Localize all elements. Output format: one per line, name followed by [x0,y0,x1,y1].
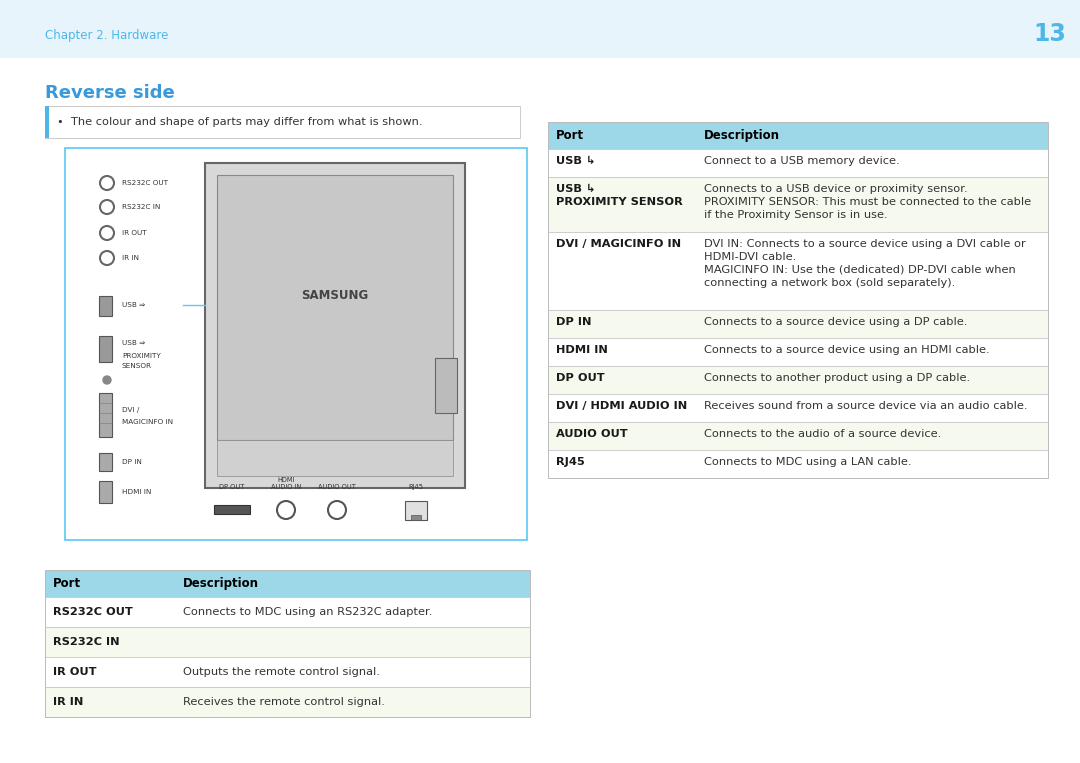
Bar [99,481,112,503]
Text: IR OUT: IR OUT [53,667,96,677]
Text: USB ⇒: USB ⇒ [122,340,145,346]
Text: DVI IN: Connects to a source device using a DVI cable or: DVI IN: Connects to a source device usin… [704,239,1026,249]
Bar [45,687,530,717]
Bar [99,336,112,362]
Bar [0,0,1080,58]
Text: Description: Description [183,577,259,590]
Text: •  The colour and shape of parts may differ from what is shown.: • The colour and shape of parts may diff… [57,117,422,127]
Bar [99,453,112,471]
Text: AUDIO OUT: AUDIO OUT [556,429,627,439]
Text: Receives the remote control signal.: Receives the remote control signal. [183,697,384,707]
Text: Connects to a source device using a DP cable.: Connects to a source device using a DP c… [704,317,968,327]
Bar [548,394,1048,422]
Text: PROXIMITY: PROXIMITY [122,353,161,359]
Text: Connects to a source device using an HDMI cable.: Connects to a source device using an HDM… [704,345,989,355]
Bar [45,570,530,717]
Bar [45,106,49,138]
Text: HDMI-DVI cable.: HDMI-DVI cable. [704,252,796,262]
Text: MAGICINFO IN: Use the (dedicated) DP-DVI cable when: MAGICINFO IN: Use the (dedicated) DP-DVI… [704,265,1016,275]
Text: Connects to MDC using a LAN cable.: Connects to MDC using a LAN cable. [704,457,912,467]
Text: HDMI IN: HDMI IN [556,345,608,355]
Bar [548,310,1048,338]
Text: USB ↳: USB ↳ [556,184,595,194]
Text: Connects to the audio of a source device.: Connects to the audio of a source device… [704,429,942,439]
Bar [45,597,530,627]
Bar [214,505,249,514]
Text: Port: Port [556,129,584,142]
Text: MAGICINFO IN: MAGICINFO IN [122,419,173,425]
Bar [548,232,1048,310]
Text: Outputs the remote control signal.: Outputs the remote control signal. [183,667,380,677]
Text: Description: Description [704,129,780,142]
Bar [99,393,112,437]
Text: DVI / MAGICINFO IN: DVI / MAGICINFO IN [556,239,681,249]
Bar [411,515,421,520]
Text: HDMI IN: HDMI IN [122,489,151,495]
Text: Connects to a USB device or proximity sensor.: Connects to a USB device or proximity se… [704,184,968,194]
Bar [548,450,1048,478]
Text: Reverse side: Reverse side [45,84,175,102]
Bar [205,163,465,488]
Text: Chapter 2. Hardware: Chapter 2. Hardware [45,30,168,43]
Text: connecting a network box (sold separately).: connecting a network box (sold separatel… [704,278,955,288]
Text: RS232C OUT: RS232C OUT [53,607,133,617]
Text: RS232C IN: RS232C IN [53,637,120,647]
Bar [435,358,457,413]
Text: DVI / HDMI AUDIO IN: DVI / HDMI AUDIO IN [556,401,687,411]
Text: USB ⇒: USB ⇒ [122,302,145,308]
Bar [45,570,530,597]
Bar [548,122,1048,149]
Bar [548,366,1048,394]
Text: Connect to a USB memory device.: Connect to a USB memory device. [704,156,900,166]
Bar [548,422,1048,450]
Bar [405,501,427,520]
Text: IR IN: IR IN [122,255,139,261]
Bar [548,149,1048,177]
Text: Connects to another product using a DP cable.: Connects to another product using a DP c… [704,373,970,383]
Text: SAMSUNG: SAMSUNG [301,289,368,302]
Text: SENSOR: SENSOR [122,363,152,369]
Bar [65,148,527,540]
Bar [45,627,530,657]
Text: IR OUT: IR OUT [122,230,147,236]
Text: Port: Port [53,577,81,590]
Text: Receives sound from a source device via an audio cable.: Receives sound from a source device via … [704,401,1027,411]
Text: 13: 13 [1034,22,1066,46]
Text: RJ45: RJ45 [408,484,423,490]
Circle shape [103,376,111,384]
Text: DP IN: DP IN [556,317,592,327]
Text: DP IN: DP IN [122,459,141,465]
Text: PROXIMITY SENSOR: PROXIMITY SENSOR [556,197,683,207]
Bar [548,338,1048,366]
Text: DVI /: DVI / [122,407,139,413]
Text: DP OUT: DP OUT [556,373,605,383]
Text: Connects to MDC using an RS232C adapter.: Connects to MDC using an RS232C adapter. [183,607,432,617]
Text: DP OUT: DP OUT [219,484,245,490]
Text: IR IN: IR IN [53,697,83,707]
Bar [548,177,1048,232]
Text: DVI /
HDMI
AUDIO IN: DVI / HDMI AUDIO IN [271,470,301,490]
Bar [45,657,530,687]
Text: RJ45: RJ45 [556,457,584,467]
Text: if the Proximity Sensor is in use.: if the Proximity Sensor is in use. [704,210,888,220]
Bar [45,106,519,138]
Bar [548,122,1048,478]
Bar [217,440,453,476]
Text: USB ↳: USB ↳ [556,156,595,166]
Text: AUDIO OUT: AUDIO OUT [319,484,356,490]
Bar [99,296,112,316]
Bar [217,175,453,440]
Text: RS232C OUT: RS232C OUT [122,180,168,186]
Text: RS232C IN: RS232C IN [122,204,160,210]
Text: PROXIMITY SENSOR: This must be connected to the cable: PROXIMITY SENSOR: This must be connected… [704,197,1031,207]
